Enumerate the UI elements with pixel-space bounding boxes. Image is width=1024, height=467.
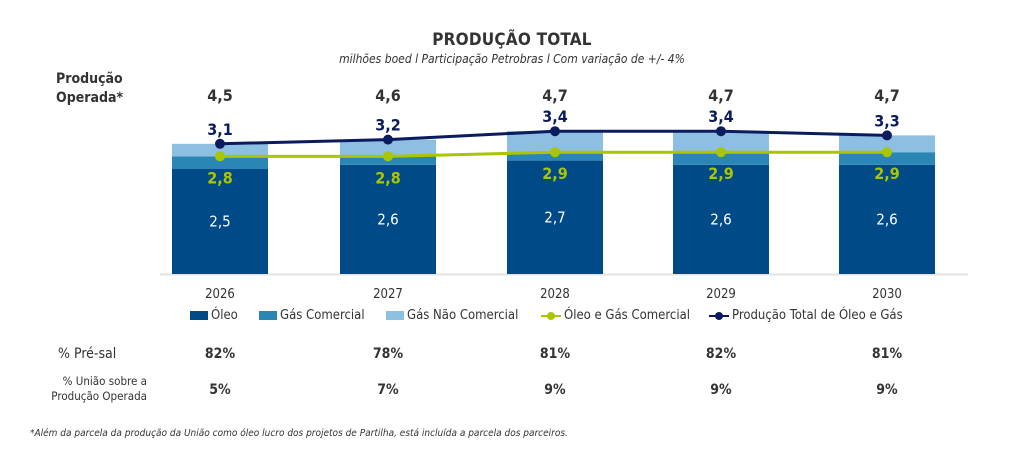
line-oleo-gas-comercial-point — [215, 151, 225, 162]
legend-label: Óleo — [211, 308, 238, 323]
oleo-value-label: 2,5 — [209, 213, 230, 231]
operated-label-line-1: Produção — [56, 71, 123, 87]
x-tick-label: 2028 — [540, 287, 570, 300]
uniao-value: 9% — [876, 382, 898, 398]
operated-label-line-2: Operada* — [56, 90, 124, 106]
uniao-value: 9% — [710, 382, 732, 398]
line-oleo-gas-comercial-point — [550, 147, 560, 158]
bar-gas-comercial — [172, 156, 268, 169]
line-producao-total-point — [882, 130, 892, 141]
uniao-value: 9% — [544, 382, 566, 398]
legend-marker-oleo-gas-comercial — [541, 311, 561, 321]
presal-label: % Pré-sal — [58, 346, 117, 362]
footnote: *Além da parcela da produção da União co… — [30, 428, 568, 439]
oleo-value-label: 2,7 — [544, 208, 565, 226]
line-producao-total-label: 3,2 — [375, 116, 401, 135]
legend-gas-nao-comercial: Gás Não Comercial — [386, 308, 518, 323]
bar-oleo — [172, 169, 268, 274]
line-oleo-gas-comercial-label: 2,8 — [207, 168, 233, 187]
legend-swatch-gas-comercial — [259, 311, 277, 320]
bar-oleo — [839, 164, 935, 274]
line-producao-total-label: 3,3 — [874, 111, 900, 130]
line-oleo-gas-comercial-point — [882, 147, 892, 158]
presal-value: 81% — [871, 346, 903, 362]
x-tick-label: 2029 — [706, 287, 736, 300]
line-producao-total-label: 3,1 — [207, 120, 233, 139]
line-producao-total-label: 3,4 — [708, 107, 734, 126]
bar-gas-nao-comercial — [340, 139, 436, 157]
bar-oleo — [340, 164, 436, 274]
line-producao-total-point — [383, 134, 393, 145]
bar-oleo — [673, 164, 769, 274]
legend-swatch-gas-nao-comercial — [386, 311, 404, 320]
line-producao-total-label: 3,4 — [542, 107, 568, 126]
uniao-label: % União sobre a Produção Operada — [20, 374, 147, 404]
operated-production-value: 4,5 — [207, 86, 233, 105]
bar-gas-nao-comercial — [507, 131, 603, 153]
presal-value: 81% — [539, 346, 571, 362]
uniao-label-line-2: Produção Operada — [51, 389, 147, 403]
uniao-value: 7% — [377, 382, 399, 398]
line-oleo-gas-comercial-point — [716, 147, 726, 158]
legend-label: Gás Não Comercial — [407, 308, 519, 323]
bar-gas-nao-comercial — [673, 131, 769, 153]
presal-value: 82% — [204, 346, 236, 362]
operated-production-value: 4,7 — [542, 86, 568, 105]
chart-title: PRODUÇÃO TOTAL — [432, 30, 592, 50]
line-producao-total-point — [215, 138, 225, 149]
operated-production-value: 4,7 — [874, 86, 900, 105]
presal-value: 78% — [372, 346, 404, 362]
legend-oleo: Óleo — [190, 308, 238, 323]
oleo-value-label: 2,6 — [876, 210, 897, 228]
bar-gas-nao-comercial — [839, 135, 935, 153]
line-oleo-gas-comercial-label: 2,8 — [375, 168, 401, 187]
line-oleo-gas-comercial-label: 2,9 — [542, 164, 568, 183]
x-tick-label: 2027 — [373, 287, 403, 300]
production-chart: 2026 2,5 4,5 2027 2,6 4,6 2028 2,7 4,7 2029 2,6 4,7… — [160, 86, 968, 300]
legend-label: Gás Comercial — [280, 308, 365, 323]
line-producao-total-point — [716, 126, 726, 137]
line-oleo-gas-comercial-label: 2,9 — [874, 164, 900, 183]
line-oleo-gas-comercial-label: 2,9 — [708, 164, 734, 183]
legend-producao-total: Produção Total de Óleo e Gás — [709, 308, 903, 323]
oleo-value-label: 2,6 — [710, 210, 731, 228]
line-oleo-gas-comercial-point — [383, 151, 393, 162]
legend-swatch-oleo — [190, 311, 208, 320]
bar-gas-nao-comercial — [172, 143, 268, 157]
oleo-value-label: 2,6 — [377, 210, 398, 228]
legend-marker-producao-total — [709, 311, 729, 321]
x-tick-label: 2026 — [205, 287, 235, 300]
legend-oleo-gas-comercial: Óleo e Gás Comercial — [541, 308, 690, 323]
presal-value: 82% — [705, 346, 737, 362]
x-tick-label: 2030 — [872, 287, 902, 300]
uniao-value: 5% — [209, 382, 231, 398]
operated-production-value: 4,6 — [375, 86, 401, 105]
chart-subtitle: milhões boed l Participação Petrobras l … — [339, 52, 685, 66]
legend-label: Óleo e Gás Comercial — [564, 308, 691, 323]
bar-oleo — [507, 160, 603, 274]
bar-gas-comercial — [839, 152, 935, 165]
legend-gas-comercial: Gás Comercial — [259, 308, 365, 323]
bar-gas-comercial — [673, 152, 769, 165]
legend-label: Produção Total de Óleo e Gás — [732, 308, 903, 323]
line-producao-total-point — [550, 126, 560, 137]
operated-production-label: Produção Operada* — [56, 70, 123, 108]
operated-production-value: 4,7 — [708, 86, 734, 105]
uniao-label-line-1: % União sobre a — [62, 374, 147, 388]
